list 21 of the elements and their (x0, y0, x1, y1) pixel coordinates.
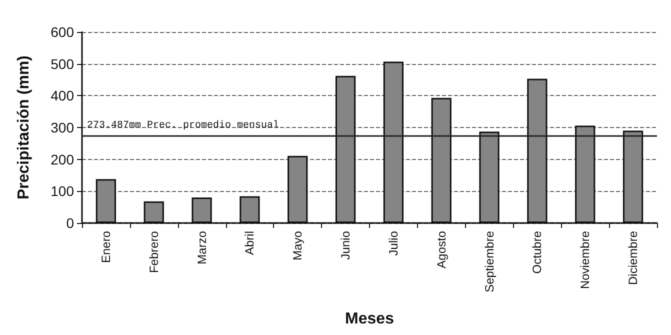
x-tick-label: Julio (386, 230, 400, 256)
y-tick-label: 600 (50, 24, 74, 40)
x-tick-label: Febrero (146, 230, 161, 274)
x-tick-label: Septiembre (482, 230, 496, 292)
x-tick-label: Mayo (290, 230, 305, 260)
y-tick-label: 400 (50, 88, 74, 104)
x-tick-label: Junio (338, 230, 353, 260)
y-tick-label: 200 (50, 151, 74, 168)
x-tick-label: Octubre (530, 230, 544, 274)
x-tick-label: Noviembre (578, 230, 592, 290)
y-tick-label: 0 (66, 215, 74, 231)
y-tick-label: 500 (50, 56, 74, 72)
y-tick-label: 100 (50, 183, 74, 200)
x-tick-label: Abril (242, 231, 257, 256)
y-tick-label: 300 (50, 120, 74, 136)
x-axis-title: Meses (345, 310, 394, 328)
x-tick-label: Diciembre (626, 230, 640, 286)
x-tick-label: Enero (98, 230, 113, 264)
x-tick-label: Agosto (434, 230, 448, 268)
y-axis-title: Precipitación (mm) (16, 55, 32, 200)
x-tick-label: Marzo (194, 230, 209, 264)
